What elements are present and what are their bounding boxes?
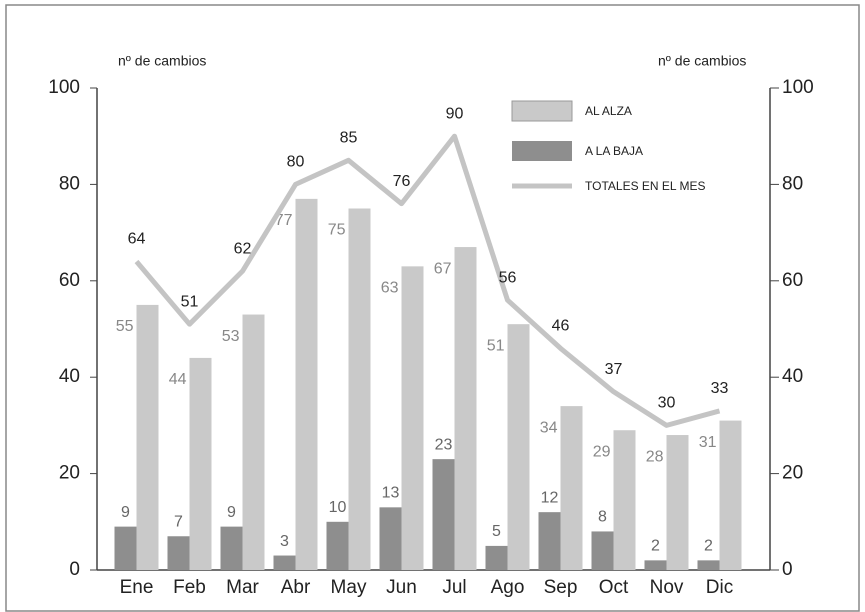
x-tick-label: Nov [650, 577, 684, 598]
frame [5, 4, 860, 612]
bar [666, 435, 689, 570]
data-label: 37 [605, 361, 623, 378]
y-tick-label: 80 [59, 173, 80, 194]
bar [591, 531, 614, 570]
legend-swatch [512, 141, 572, 161]
legend-label: A LA BAJA [585, 144, 643, 158]
data-label: 63 [381, 280, 399, 297]
data-label: 30 [658, 395, 676, 412]
bar [273, 555, 296, 570]
data-label: 33 [711, 380, 729, 397]
bar [136, 304, 159, 570]
y2-axis-title: nº de cambios [658, 53, 746, 69]
data-label: 28 [646, 448, 664, 465]
bar [613, 430, 636, 570]
total-line [134, 133, 721, 428]
data-label: 62 [234, 240, 252, 257]
bar [507, 324, 530, 570]
bar [295, 198, 318, 571]
data-label: 10 [329, 499, 347, 516]
data-label: 56 [499, 269, 517, 286]
x-tick-label: Ene [120, 577, 154, 598]
data-label: 3 [280, 533, 289, 550]
y2-tick-label: 60 [782, 270, 803, 291]
y-tick-label: 40 [59, 366, 80, 387]
bar [167, 536, 190, 570]
legend-label: TOTALES EN EL MES [585, 179, 705, 193]
data-label: 8 [598, 509, 607, 526]
bar [348, 208, 371, 570]
bar [485, 545, 508, 570]
data-label: 53 [222, 328, 240, 345]
y-tick-label: 100 [48, 77, 80, 98]
data-label: 64 [128, 231, 146, 248]
data-label: 2 [704, 538, 713, 555]
bar [114, 526, 137, 570]
data-label: 90 [446, 105, 464, 122]
bar [401, 266, 424, 570]
bar [189, 357, 212, 570]
x-tick-label: Feb [173, 577, 206, 598]
data-label: 9 [121, 504, 130, 521]
data-label: 29 [593, 443, 611, 460]
x-tick-label: Dic [706, 577, 733, 598]
data-label: 23 [435, 436, 453, 453]
bar [220, 526, 243, 570]
data-label: 46 [552, 317, 570, 334]
data-label: 76 [393, 173, 411, 190]
bar [379, 507, 402, 570]
data-label: 67 [434, 260, 452, 277]
data-label: 13 [382, 485, 400, 502]
bar [719, 420, 742, 570]
y-tick-label: 60 [59, 270, 80, 291]
data-label: 51 [487, 337, 505, 354]
bar [454, 247, 477, 570]
data-label: 51 [181, 293, 199, 310]
y-tick-label: 20 [59, 463, 80, 484]
data-label: 55 [116, 318, 134, 335]
bar [697, 560, 720, 570]
bar [432, 459, 455, 570]
x-tick-label: Abr [281, 577, 311, 598]
x-tick-label: Ago [491, 577, 525, 598]
y-axis-title: nº de cambios [118, 53, 206, 69]
x-tick-label: Jul [442, 577, 466, 598]
bar [560, 406, 583, 570]
y2-tick-label: 40 [782, 366, 803, 387]
data-label: 9 [227, 504, 236, 521]
x-tick-label: Oct [599, 577, 629, 598]
data-label: 7 [174, 513, 183, 530]
legend-swatch [511, 100, 573, 122]
bar [326, 521, 349, 570]
legend: AL ALZA A LA BAJA TOTALES EN EL MES [511, 100, 705, 193]
data-label: 5 [492, 523, 501, 540]
data-label: 85 [340, 130, 358, 147]
bar [538, 512, 561, 570]
data-label: 75 [328, 222, 346, 239]
data-label: 80 [287, 154, 305, 171]
data-label: 31 [699, 434, 717, 451]
y2-tick-label: 20 [782, 463, 803, 484]
data-label: 12 [541, 489, 559, 506]
x-tick-label: Sep [544, 577, 578, 598]
x-tick-label: May [331, 577, 367, 598]
y2-tick-label: 100 [782, 77, 814, 98]
data-label: 2 [651, 538, 660, 555]
bar [242, 314, 265, 570]
legend-label: AL ALZA [585, 104, 632, 118]
bar [644, 560, 667, 570]
x-tick-label: Mar [226, 577, 259, 598]
data-label: 34 [540, 419, 558, 436]
x-tick-label: Jun [386, 577, 417, 598]
data-label: 77 [275, 212, 293, 229]
data-label: 44 [169, 371, 187, 388]
y-tick-label: 0 [69, 559, 80, 580]
y2-tick-label: 0 [782, 559, 793, 580]
y2-tick-label: 80 [782, 173, 803, 194]
